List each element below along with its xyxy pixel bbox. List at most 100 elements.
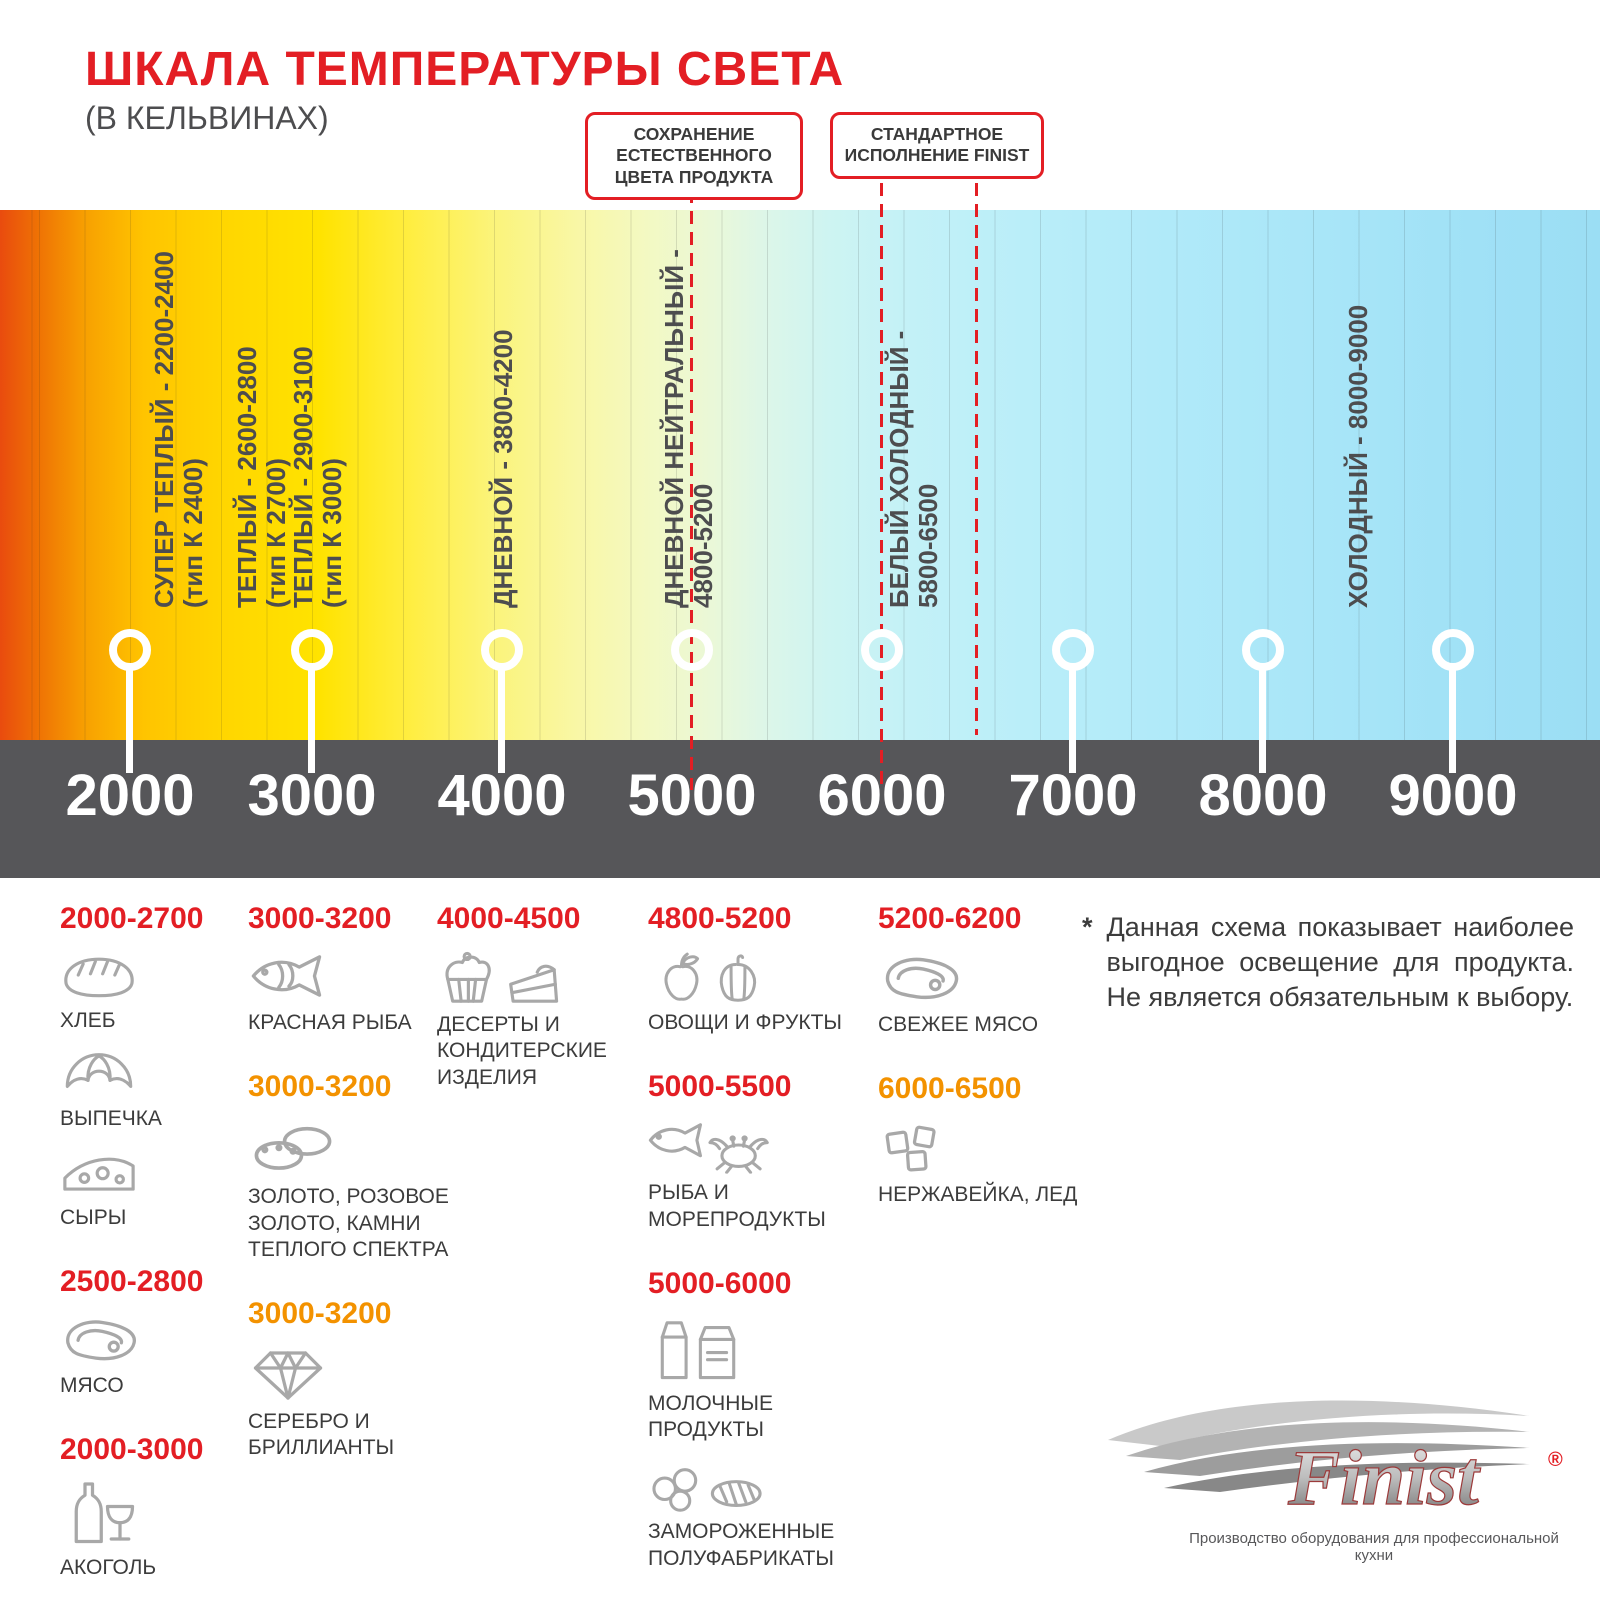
guide-line-6500 <box>975 183 978 735</box>
food-item: МЯСО <box>60 1311 240 1399</box>
range-heading: 2000-2700 <box>60 902 204 935</box>
range-heading: 6000-6500 <box>878 1072 1022 1106</box>
zone-cold: ХОЛОДНЫЙ - 8000-9000 <box>1343 304 1373 608</box>
axis-tick-6000: 6000 <box>817 763 947 828</box>
axis-tick-9000: 9000 <box>1388 763 1518 828</box>
red-fish-icon <box>248 948 330 1004</box>
diamond-icon <box>248 1343 328 1403</box>
category-group: 2000-2700 ХЛЕБ ВЫПЕЧКА СЫРЫ <box>60 902 240 1231</box>
temperature-gradient <box>0 210 1600 740</box>
dessert-icon <box>437 948 565 1006</box>
registered-mark: ® <box>1548 1449 1563 1471</box>
category-group: 2000-3000 АКОГОЛЬ <box>60 1433 240 1581</box>
marker-ring-2000 <box>109 629 151 671</box>
category-column-1: 2000-2700 ХЛЕБ ВЫПЕЧКА СЫРЫ 2500-2800 МЯ… <box>60 902 240 1615</box>
gradient-gridlines <box>0 210 1600 740</box>
marker-stem-7000 <box>1069 669 1076 773</box>
food-item: ВЫПЕЧКА <box>60 1046 240 1132</box>
cheese-icon <box>60 1145 138 1199</box>
axis-tick-4000: 4000 <box>437 763 567 828</box>
food-item-label: РЫБА И МОРЕПРОДУКТЫ <box>648 1181 826 1231</box>
range-heading: 5000-6000 <box>648 1266 792 1300</box>
marker-stem-4000 <box>498 669 505 773</box>
food-item-label: ХЛЕБ <box>60 1009 116 1032</box>
fresh-meat-icon <box>878 948 966 1006</box>
footnote: * Данная схема показывает наиболее выгод… <box>1082 910 1574 1015</box>
food-item: СЫРЫ <box>60 1145 240 1231</box>
alcohol-icon <box>60 1479 140 1549</box>
callout-finist-standard: СТАНДАРТНОЕ ИСПОЛНЕНИЕ FINIST <box>830 112 1044 179</box>
guide-line-5000 <box>690 190 693 790</box>
marker-ring-7000 <box>1052 629 1094 671</box>
marker-ring-8000 <box>1242 629 1284 671</box>
guide-line-6000 <box>880 183 883 790</box>
wing-icon <box>1108 1400 1530 1492</box>
food-item: НЕРЖАВЕЙКА, ЛЕД <box>878 1118 1088 1208</box>
food-item-label: КРАСНАЯ РЫБА <box>248 1011 412 1034</box>
range-heading: 2000-3000 <box>60 1433 204 1466</box>
meat-icon <box>60 1311 142 1367</box>
category-column-2: 3000-3200 КРАСНАЯ РЫБА 3000-3200 ЗОЛОТО,… <box>248 902 486 1496</box>
frozen-food-icon <box>648 1455 772 1513</box>
food-item: РЫБА И МОРЕПРОДУКТЫ <box>648 1116 883 1233</box>
finist-logo: Finist ® Производство оборудования для п… <box>1100 1388 1578 1564</box>
vegetables-icon <box>648 948 768 1004</box>
category-group: 3000-3200 СЕРЕБРО И БРИЛЛИАНТЫ <box>248 1297 486 1462</box>
dairy-icon <box>648 1313 748 1385</box>
logo-tagline: Производство оборудования для профессион… <box>1189 1530 1559 1564</box>
marker-stem-3000 <box>308 669 315 773</box>
range-heading: 4800-5200 <box>648 902 792 935</box>
marker-ring-6000 <box>861 629 903 671</box>
axis-tick-8000: 8000 <box>1198 763 1328 828</box>
marker-ring-9000 <box>1432 629 1474 671</box>
food-item: ЗАМОРОЖЕННЫЕ ПОЛУФАБРИКАТЫ <box>648 1455 883 1572</box>
food-item: СВЕЖЕЕ МЯСО <box>878 948 1088 1038</box>
food-item: МОЛОЧНЫЕ ПРОДУКТЫ <box>648 1313 883 1444</box>
axis-tick-3000: 3000 <box>247 763 377 828</box>
range-heading: 5000-5500 <box>648 1070 792 1104</box>
food-item-label: СЫРЫ <box>60 1205 127 1229</box>
food-item: СЕРЕБРО И БРИЛЛИАНТЫ <box>248 1343 486 1462</box>
category-column-5: 5200-6200 СВЕЖЕЕ МЯСО 6000-6500 НЕРЖАВЕЙ… <box>878 902 1088 1243</box>
callout-natural-color: СОХРАНЕНИЕ ЕСТЕСТВЕННОГО ЦВЕТА ПРОДУКТА <box>585 112 803 201</box>
finist-wing-logo: Finist ® <box>1108 1400 1563 1522</box>
marker-ring-3000 <box>291 629 333 671</box>
bread-icon <box>60 948 138 1002</box>
marker-stem-8000 <box>1259 669 1266 773</box>
food-item: ЗОЛОТО, РОЗОВОЕ ЗОЛОТО, КАМНИ ТЕПЛОГО СП… <box>248 1116 486 1263</box>
food-item-label: МЯСО <box>60 1373 124 1397</box>
category-group: 3000-3200 ЗОЛОТО, РОЗОВОЕ ЗОЛОТО, КАМНИ … <box>248 1070 486 1263</box>
zone-warm-2700: ТЕПЛЫЙ - 2600-2800 (тип К 2700) <box>232 346 291 608</box>
zone-warm-3000: ТЕПЛЫЙ - 2900-3100 (тип К 3000) <box>288 346 347 608</box>
food-item-label: АКОГОЛЬ <box>60 1556 157 1579</box>
seafood-icon <box>648 1116 772 1174</box>
food-item: ДЕСЕРТЫ И КОНДИТЕРСКИЕ ИЗДЕЛИЯ <box>437 948 637 1091</box>
category-group: 3000-3200 КРАСНАЯ РЫБА <box>248 902 486 1036</box>
category-group: 2500-2800 МЯСО <box>60 1265 240 1399</box>
gold-rings-icon <box>248 1116 338 1178</box>
category-group: 4800-5200 ОВОЩИ И ФРУКТЫ <box>648 902 883 1036</box>
zone-super-warm: СУПЕР ТЕПЛЫЙ - 2200-2400 (тип К 2400) <box>149 251 208 608</box>
range-heading: 5200-6200 <box>878 902 1022 935</box>
range-heading: 2500-2800 <box>60 1264 204 1298</box>
marker-stem-2000 <box>126 669 133 773</box>
category-column-3: 4000-4500 ДЕСЕРТЫ И КОНДИТЕРСКИЕ ИЗДЕЛИЯ <box>437 902 637 1125</box>
kelvin-axis-bar <box>0 740 1600 878</box>
axis-tick-7000: 7000 <box>1008 763 1138 828</box>
zone-daylight-neutral: ДНЕВНОЙ НЕЙТРАЛЬНЫЙ - 4800-5200 <box>659 249 718 608</box>
food-item-label: СЕРЕБРО И БРИЛЛИАНТЫ <box>248 1410 395 1460</box>
food-item: ОВОЩИ И ФРУКТЫ <box>648 948 883 1036</box>
zone-daylight: ДНЕВНОЙ - 3800-4200 <box>488 329 518 608</box>
page-subtitle: (В КЕЛЬВИНАХ) <box>85 100 329 136</box>
range-heading: 3000-3200 <box>248 902 392 935</box>
food-item-label: ДЕСЕРТЫ И КОНДИТЕРСКИЕ ИЗДЕЛИЯ <box>437 1013 607 1089</box>
marker-stem-9000 <box>1449 669 1456 773</box>
category-group: 5000-6000 МОЛОЧНЫЕ ПРОДУКТЫ ЗАМОРОЖЕННЫЕ… <box>648 1267 883 1572</box>
food-item: КРАСНАЯ РЫБА <box>248 948 486 1036</box>
category-column-4: 4800-5200 ОВОЩИ И ФРУКТЫ 5000-5500 РЫБА … <box>648 902 883 1606</box>
food-item-label: МОЛОЧНЫЕ ПРОДУКТЫ <box>648 1391 774 1441</box>
food-item: АКОГОЛЬ <box>60 1479 240 1581</box>
food-item-label: ОВОЩИ И ФРУКТЫ <box>648 1011 843 1034</box>
category-group: 5200-6200 СВЕЖЕЕ МЯСО <box>878 902 1088 1038</box>
